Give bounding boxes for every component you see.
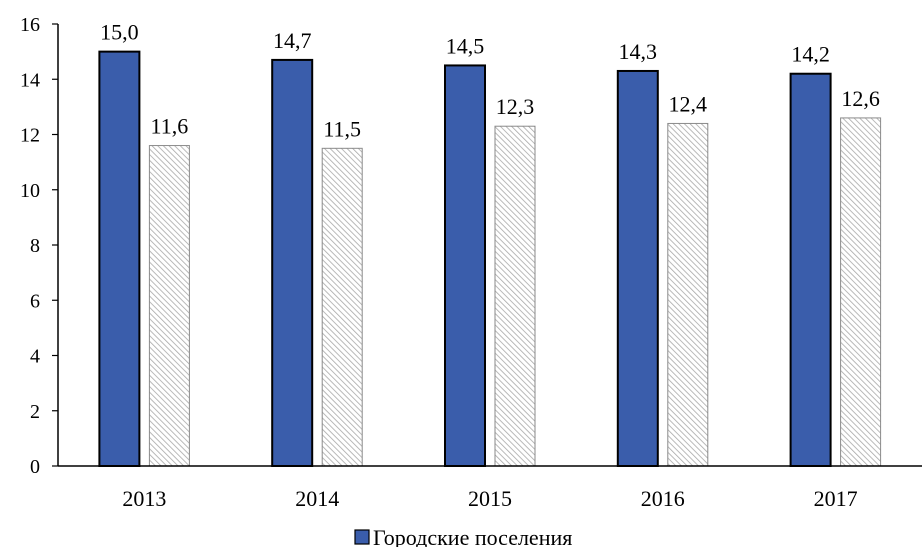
y-tick-label: 14 (20, 69, 40, 91)
legend: Городские поселения (354, 525, 572, 547)
y-tick-label: 10 (20, 180, 40, 202)
bar-series-2-2013 (148, 145, 190, 467)
data-label-series-1-2014: 14,7 (273, 28, 312, 53)
data-label-series-1-2016: 14,3 (619, 39, 658, 64)
y-tick-label: 12 (20, 125, 40, 147)
data-label-series-1-2013: 15,0 (100, 20, 139, 45)
y-tick-label: 2 (30, 401, 40, 423)
bar-series-1-2016 (616, 69, 659, 468)
bar-series-1-2013 (98, 50, 141, 467)
data-label-series-1-2015: 14,5 (446, 33, 485, 58)
bars (98, 50, 882, 468)
bar-series-2-2015 (494, 125, 536, 467)
legend-label: Городские поселения (373, 525, 572, 547)
y-tick-label: 8 (30, 235, 40, 257)
bar-series-1-2015 (444, 64, 486, 467)
y-tick-label: 0 (30, 456, 40, 478)
data-label-series-2-2017: 12,6 (841, 86, 880, 111)
bar-series-1-2017 (789, 72, 832, 467)
x-tick-label: 2013 (122, 486, 166, 511)
y-tick-label: 4 (30, 346, 40, 368)
data-label-series-2-2014: 11,5 (323, 116, 361, 141)
data-label-series-1-2017: 14,2 (791, 42, 830, 67)
x-axis: 2013 2014 2015 2016 2017 (58, 465, 922, 511)
bar-series-2-2014 (321, 147, 363, 467)
bar-series-2-2017 (840, 117, 882, 467)
y-tick-label: 6 (30, 290, 40, 312)
bar-series-1-2014 (271, 58, 314, 467)
x-tick-label: 2014 (295, 486, 339, 511)
x-tick-label: 2015 (468, 486, 512, 511)
data-labels: 15,0 11,6 14,7 11,5 14,5 12,3 14,3 12,4 14,2 12,6 (100, 20, 880, 142)
x-tick-label: 2016 (641, 486, 685, 511)
x-tick-label: 2017 (814, 486, 858, 511)
legend-swatch (354, 529, 370, 545)
data-label-series-2-2015: 12,3 (496, 94, 535, 119)
y-axis: 0 2 4 6 8 10 12 14 16 (20, 14, 59, 478)
data-label-series-2-2013: 11,6 (151, 114, 189, 139)
data-label-series-2-2016: 12,4 (669, 91, 708, 116)
y-tick-label: 16 (20, 14, 40, 36)
bar-series-2-2016 (667, 122, 709, 467)
